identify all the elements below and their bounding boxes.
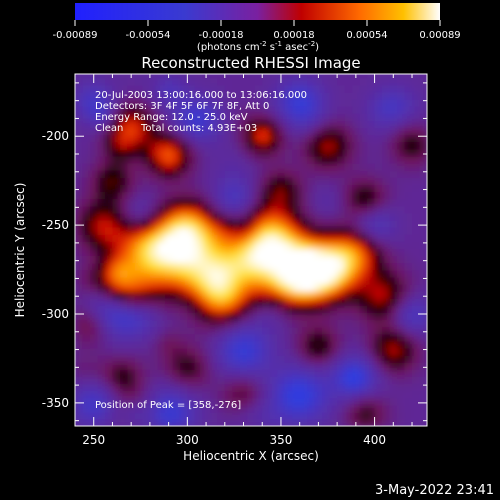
footer-timestamp: 3-May-2022 23:41 (375, 483, 494, 498)
colorbar-tick-label: 0.00089 (419, 30, 460, 41)
colorbar (75, 3, 440, 20)
annotation-peak-position: Position of Peak = [358,-276] (95, 400, 241, 411)
colorbar-unit-label: (photons cm-2 s-1 asec-2) (197, 40, 319, 53)
colorbar-tick-label: 0.00054 (346, 30, 387, 41)
annotation-total-counts: Total counts: 4.93E+03 (140, 123, 257, 134)
colorbar-tick-label: -0.00089 (53, 30, 98, 41)
y-tick-label: -350 (42, 396, 69, 410)
annotation-method: Clean (95, 123, 123, 134)
annotation-energy-range: Energy Range: 12.0 - 25.0 keV (95, 112, 248, 123)
chart-title: Reconstructed RHESSI Image (141, 54, 360, 72)
x-tick-label: 400 (363, 433, 386, 447)
heatmap-image (75, 74, 427, 426)
annotation-detectors: Detectors: 3F 4F 5F 6F 7F 8F, Att 0 (95, 101, 269, 112)
x-axis-label: Heliocentric X (arcsec) (183, 449, 319, 463)
colorbar-tick-label: -0.00018 (199, 30, 244, 41)
y-tick-label: -300 (42, 307, 69, 321)
colorbar-tick-label: -0.00054 (126, 30, 171, 41)
x-tick-label: 350 (270, 433, 293, 447)
y-tick-label: -250 (42, 218, 69, 232)
y-axis-label: Heliocentric Y (arcsec) (13, 183, 27, 318)
colorbar-ticks (74, 20, 441, 26)
x-tick-label: 300 (176, 433, 199, 447)
x-tick-label: 250 (82, 433, 105, 447)
colorbar-tick-label: 0.00018 (273, 30, 314, 41)
y-tick-label: -200 (42, 129, 69, 143)
axis-ticks (75, 74, 427, 426)
plot-frame (74, 73, 428, 427)
annotation-time-range: 20-Jul-2003 13:00:16.000 to 13:06:16.000 (95, 90, 307, 101)
